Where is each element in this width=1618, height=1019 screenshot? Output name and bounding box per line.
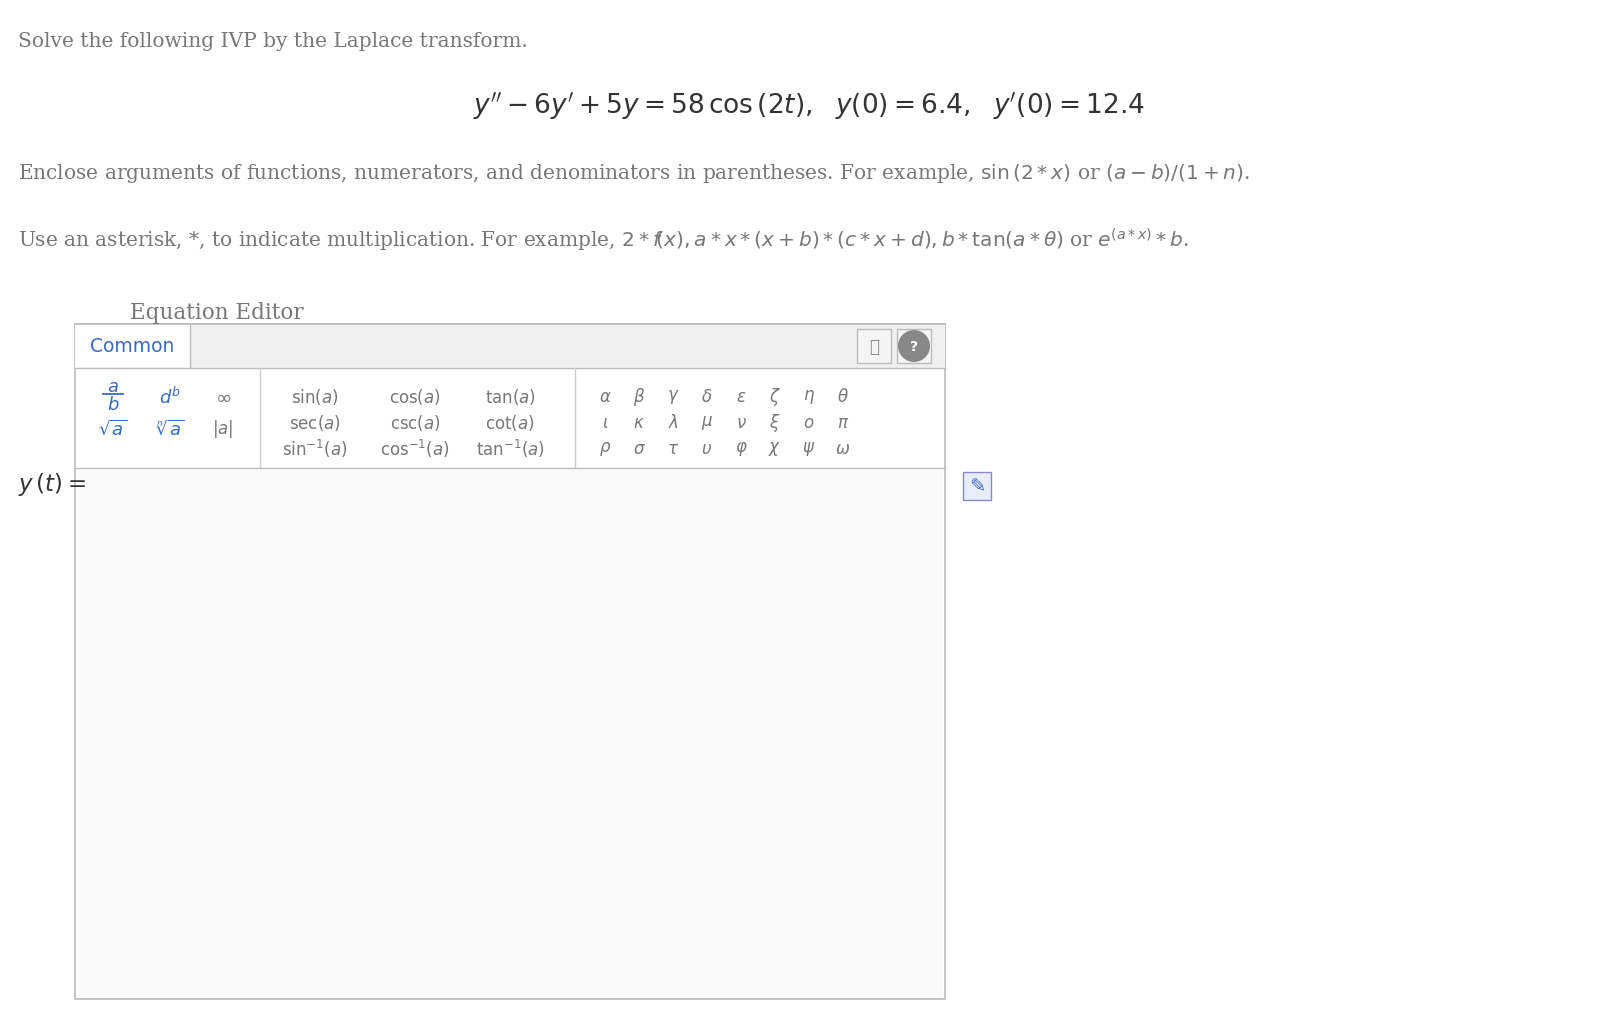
Text: $\lambda$: $\lambda$ bbox=[668, 414, 678, 432]
Bar bbox=[858, 330, 892, 364]
Text: $\alpha$: $\alpha$ bbox=[599, 388, 612, 406]
Text: $\sqrt{a}$: $\sqrt{a}$ bbox=[99, 419, 128, 438]
Text: $\mathit{a}$: $\mathit{a}$ bbox=[107, 378, 118, 395]
Text: $\pi$: $\pi$ bbox=[837, 414, 849, 431]
Text: $\mathrm{sec}(\mathit{a})$: $\mathrm{sec}(\mathit{a})$ bbox=[290, 413, 341, 433]
Text: $\psi$: $\psi$ bbox=[803, 439, 815, 458]
Bar bbox=[74, 325, 945, 999]
Text: $\omega$: $\omega$ bbox=[835, 440, 851, 458]
Bar bbox=[74, 325, 945, 369]
Text: $\mathrm{csc}(\mathit{a})$: $\mathrm{csc}(\mathit{a})$ bbox=[390, 413, 440, 433]
Text: $\mathit{b}$: $\mathit{b}$ bbox=[107, 395, 120, 414]
Text: Enclose arguments of functions, numerators, and denominators in parentheses. For: Enclose arguments of functions, numerato… bbox=[18, 162, 1251, 184]
Text: $\tau$: $\tau$ bbox=[667, 440, 680, 458]
Text: $\eta$: $\eta$ bbox=[803, 387, 815, 406]
Text: $\sqrt[n]{a}$: $\sqrt[n]{a}$ bbox=[155, 419, 184, 438]
Text: Solve the following IVP by the Laplace transform.: Solve the following IVP by the Laplace t… bbox=[18, 32, 527, 51]
Text: $\xi$: $\xi$ bbox=[769, 412, 781, 433]
Text: $\upsilon$: $\upsilon$ bbox=[702, 440, 712, 458]
Bar bbox=[963, 473, 990, 500]
Circle shape bbox=[898, 331, 930, 363]
Text: 🗑: 🗑 bbox=[869, 337, 879, 356]
Text: $\rho$: $\rho$ bbox=[599, 439, 612, 458]
Text: $\theta$: $\theta$ bbox=[837, 387, 849, 406]
Bar bbox=[78, 471, 943, 997]
Text: $y\,(t) =$: $y\,(t) =$ bbox=[18, 470, 86, 497]
Text: $\mathrm{cos}(\mathit{a})$: $\mathrm{cos}(\mathit{a})$ bbox=[390, 386, 440, 407]
Text: $\mathit{d}^{\mathit{b}}$: $\mathit{d}^{\mathit{b}}$ bbox=[159, 386, 181, 408]
Text: Use an asterisk, *, to indicate multiplication. For example, $2 * f\!\left(x\rig: Use an asterisk, *, to indicate multipli… bbox=[18, 227, 1189, 254]
Text: $|a|$: $|a|$ bbox=[212, 418, 233, 439]
Text: $\delta$: $\delta$ bbox=[701, 388, 712, 406]
Text: $\mathrm{sin}^{-1}(\mathit{a})$: $\mathrm{sin}^{-1}(\mathit{a})$ bbox=[282, 437, 348, 460]
Text: $y^{\prime\prime} - 6y^{\prime} + 5y = 58\,\cos\left(2t\right),\ \ y\left(0\righ: $y^{\prime\prime} - 6y^{\prime} + 5y = 5… bbox=[472, 90, 1146, 122]
Text: $\kappa$: $\kappa$ bbox=[633, 414, 646, 431]
Text: $\beta$: $\beta$ bbox=[633, 385, 646, 408]
Text: $\mathrm{cot}(\mathit{a})$: $\mathrm{cot}(\mathit{a})$ bbox=[485, 413, 536, 433]
Text: $\mathrm{tan}(\mathit{a})$: $\mathrm{tan}(\mathit{a})$ bbox=[484, 386, 536, 407]
Text: $\mathrm{tan}^{-1}(\mathit{a})$: $\mathrm{tan}^{-1}(\mathit{a})$ bbox=[476, 437, 544, 460]
Text: $\infty$: $\infty$ bbox=[215, 387, 231, 407]
Text: ?: ? bbox=[909, 339, 917, 354]
Bar bbox=[74, 325, 189, 369]
Text: $\mathrm{sin}(\mathit{a})$: $\mathrm{sin}(\mathit{a})$ bbox=[291, 386, 338, 407]
Text: $\gamma$: $\gamma$ bbox=[667, 387, 680, 406]
Text: ✎: ✎ bbox=[969, 477, 985, 496]
Text: $\mathrm{cos}^{-1}(\mathit{a})$: $\mathrm{cos}^{-1}(\mathit{a})$ bbox=[380, 437, 450, 460]
Text: Equation Editor: Equation Editor bbox=[129, 302, 304, 324]
Text: $\nu$: $\nu$ bbox=[736, 414, 746, 431]
Text: $\zeta$: $\zeta$ bbox=[769, 385, 781, 408]
Bar bbox=[896, 330, 930, 364]
Text: $\sigma$: $\sigma$ bbox=[633, 440, 646, 458]
Text: $\chi$: $\chi$ bbox=[769, 439, 781, 458]
Text: $o$: $o$ bbox=[803, 414, 815, 431]
Text: Common: Common bbox=[91, 337, 175, 357]
Text: $\varepsilon$: $\varepsilon$ bbox=[736, 388, 746, 406]
Text: $\iota$: $\iota$ bbox=[602, 414, 608, 431]
Text: $\varphi$: $\varphi$ bbox=[735, 439, 748, 458]
Text: $\mu$: $\mu$ bbox=[701, 414, 714, 432]
